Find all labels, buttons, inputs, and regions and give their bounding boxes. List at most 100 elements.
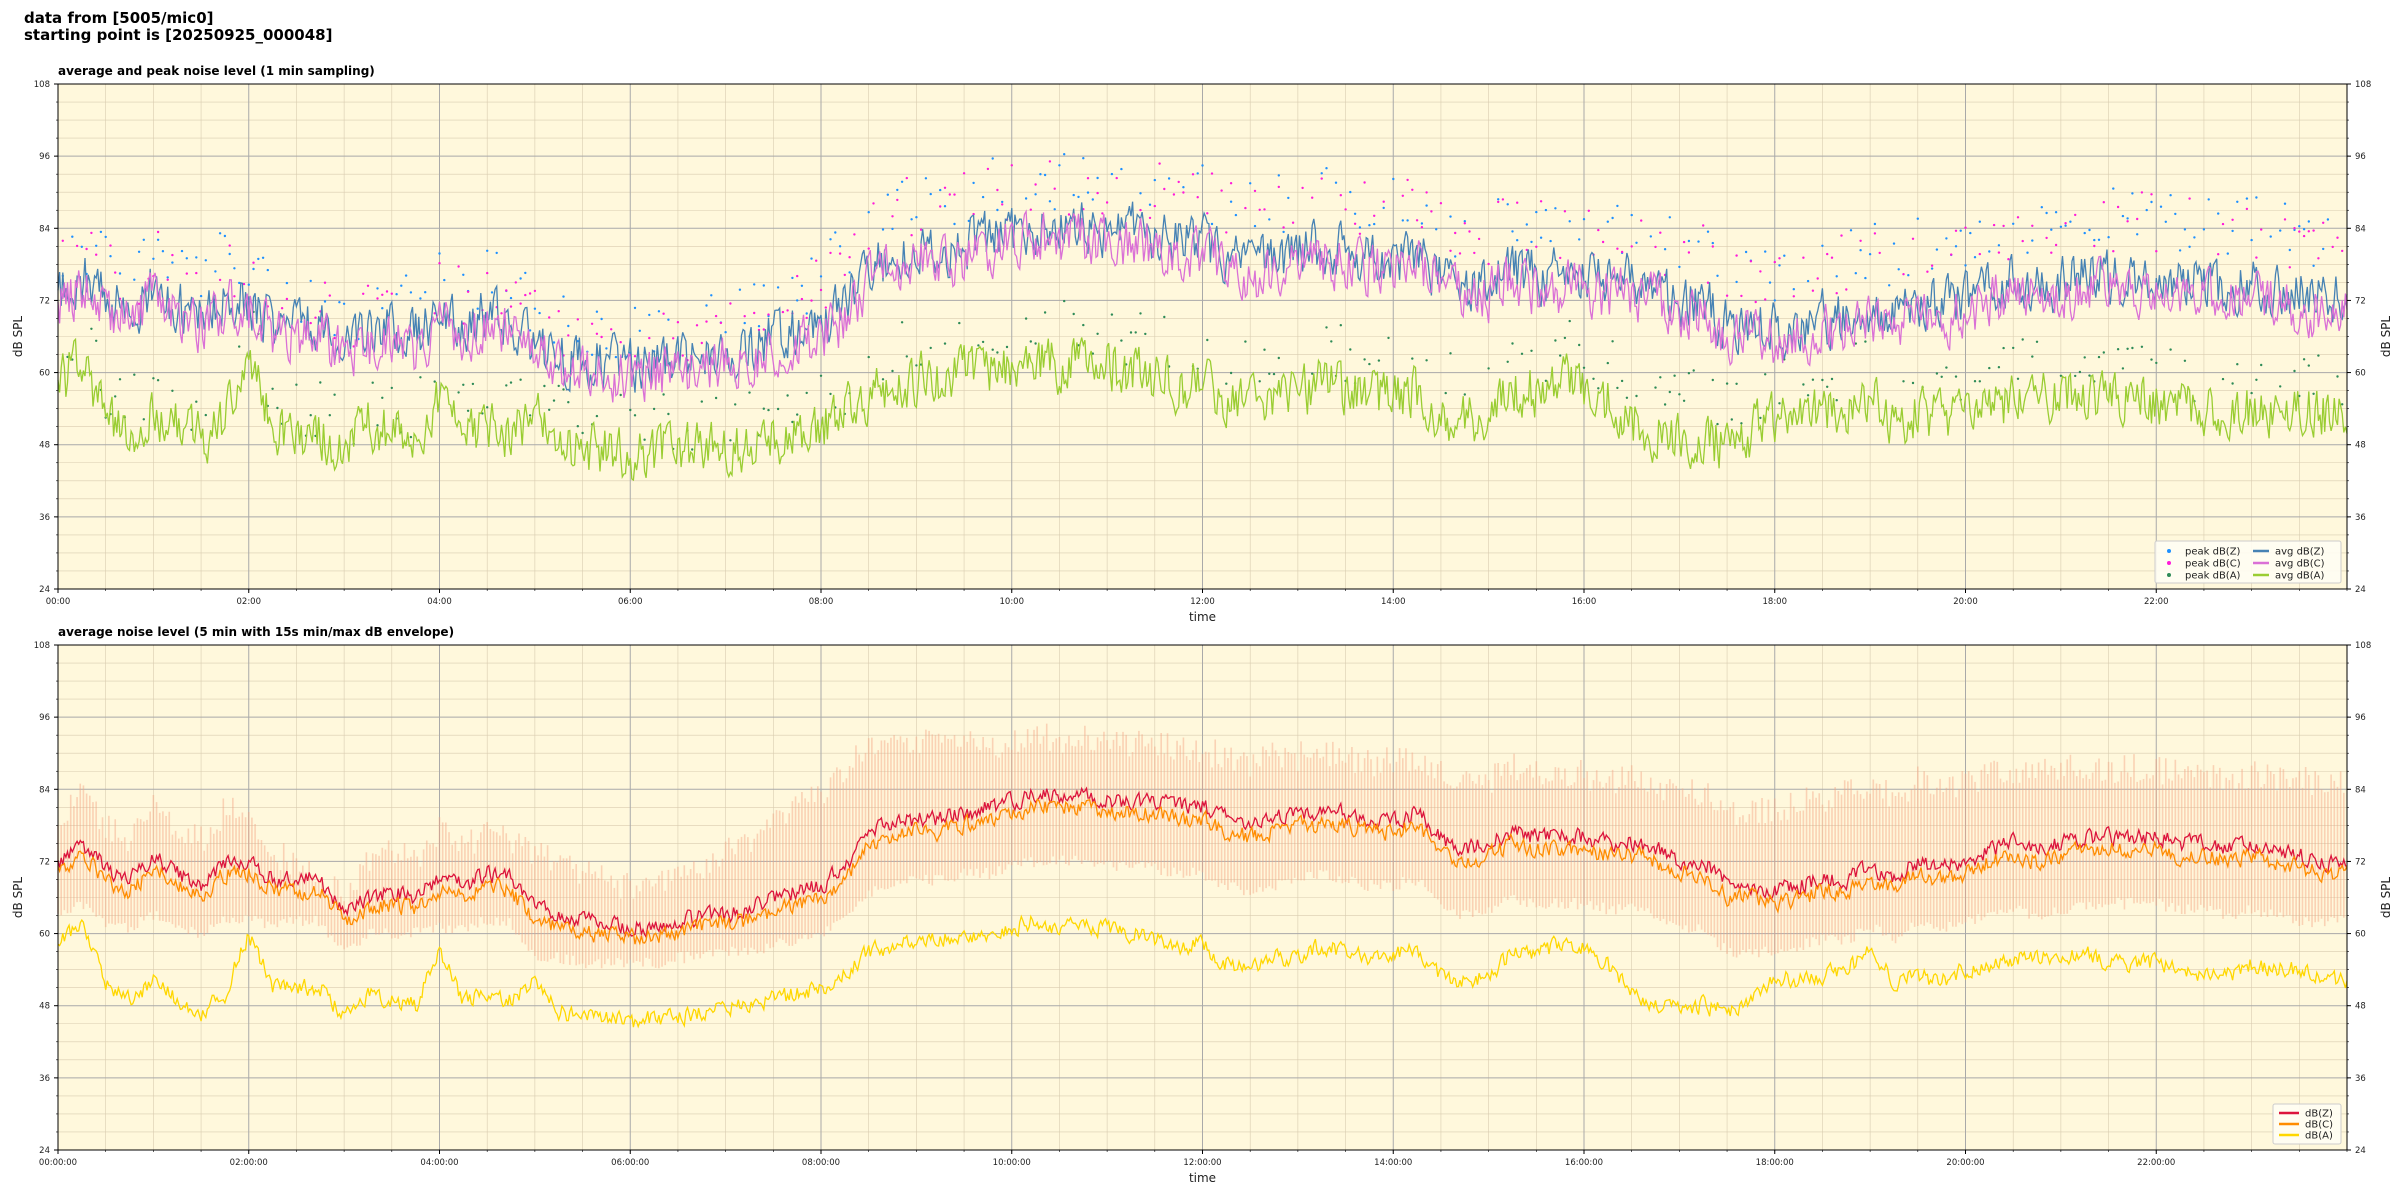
scatter-point — [1945, 366, 1948, 369]
scatter-point — [705, 320, 708, 323]
scatter-point — [333, 333, 336, 337]
scatter-point — [285, 297, 289, 301]
scatter-point — [505, 289, 508, 292]
series-line-db-z- — [57, 786, 2348, 939]
scatter-point — [1835, 292, 1838, 295]
scatter-point — [714, 396, 718, 400]
scatter-point — [2016, 377, 2020, 380]
scatter-point — [2322, 221, 2325, 224]
scatter-point — [180, 249, 184, 253]
scatter-point — [829, 238, 832, 241]
scatter-point — [1167, 177, 1171, 180]
scatter-point — [1516, 239, 1519, 242]
scatter-point — [815, 259, 818, 262]
scatter-point — [1654, 245, 1657, 249]
scatter-point — [514, 281, 517, 284]
scatter-point — [1311, 196, 1314, 199]
scatter-point — [1330, 340, 1333, 343]
scatter-point — [2035, 340, 2039, 343]
scatter-point — [266, 268, 269, 272]
scatter-point — [548, 408, 551, 411]
y-tick-label: 96 — [39, 713, 50, 723]
scatter-point — [2074, 374, 2077, 378]
scatter-point — [1597, 228, 1600, 232]
scatter-point — [996, 208, 999, 212]
scatter-point — [1864, 340, 1867, 343]
scatter-point — [1582, 366, 1586, 369]
series-peak-db-c- — [61, 160, 2344, 369]
scatter-point — [2293, 227, 2296, 230]
scatter-point — [1229, 371, 1233, 375]
scatter-point — [896, 188, 899, 192]
scatter-point — [509, 296, 513, 300]
scatter-point — [891, 227, 894, 231]
scatter-point — [2050, 251, 2053, 254]
scatter-point — [1778, 402, 1781, 405]
chart-legend: peak dB(Z)peak dB(C)peak dB(A)avg dB(Z)a… — [2154, 540, 2342, 584]
scatter-point — [1182, 186, 1185, 189]
scatter-point — [1001, 200, 1004, 204]
scatter-point — [1840, 234, 1843, 237]
scatter-point — [2302, 228, 2306, 231]
scatter-point — [462, 383, 465, 386]
scatter-point — [1234, 213, 1238, 217]
scatter-point — [1411, 357, 1414, 360]
scatter-point — [1096, 332, 1099, 335]
scatter-point — [133, 278, 136, 281]
scatter-point — [1258, 380, 1261, 383]
scatter-point — [2231, 229, 2234, 233]
scatter-point — [1606, 361, 1610, 365]
scatter-point — [1878, 251, 1881, 255]
page-header: data from [5005/mic0] starting point is … — [24, 10, 332, 44]
scatter-point — [557, 384, 560, 388]
y-tick-label: 72 — [39, 857, 50, 867]
scatter-point — [977, 344, 980, 347]
scatter-point — [1525, 223, 1529, 226]
scatter-point — [466, 409, 470, 412]
scatter-point — [195, 400, 198, 403]
scatter-point — [595, 332, 599, 335]
scatter-point — [433, 312, 436, 315]
scatter-point — [1463, 220, 1467, 223]
y-axis-label-right: dB SPL — [2379, 316, 2393, 358]
scatter-point — [2288, 266, 2291, 269]
y-tick-label-right: 84 — [2355, 785, 2366, 795]
scatter-point — [1888, 284, 1891, 287]
scatter-point — [810, 257, 813, 260]
scatter-point — [924, 177, 928, 180]
scatter-point — [2155, 361, 2158, 365]
scatter-point — [1420, 222, 1424, 225]
scatter-point — [1997, 366, 2001, 369]
scatter-point — [1792, 288, 1796, 291]
scatter-point — [486, 249, 489, 252]
scatter-point — [1778, 257, 1781, 260]
scatter-point — [1821, 244, 1824, 247]
scatter-point — [2293, 228, 2296, 232]
scatter-point — [1277, 174, 1281, 177]
scatter-point — [319, 381, 322, 384]
legend-marker — [2167, 561, 2171, 565]
scatter-point — [2040, 206, 2044, 209]
scatter-point — [395, 293, 398, 296]
scatter-point — [1597, 387, 1600, 390]
scatter-point — [1559, 354, 1562, 357]
scatter-point — [939, 205, 942, 208]
scatter-point — [1454, 255, 1457, 258]
scatter-point — [1163, 315, 1166, 319]
scatter-point — [543, 384, 546, 388]
scatter-point — [1225, 231, 1228, 234]
scatter-point — [195, 271, 198, 275]
x-tick-label: 16:00 — [1572, 597, 1597, 607]
scatter-point — [390, 292, 393, 295]
scatter-point — [981, 340, 985, 344]
scatter-point — [2007, 258, 2010, 261]
scatter-point — [362, 292, 365, 295]
scatter-point — [1764, 298, 1767, 301]
scatter-point — [247, 283, 250, 286]
scatter-point — [1005, 345, 1009, 349]
scatter-point — [643, 438, 646, 441]
y-axis-label: dB SPL — [11, 316, 25, 358]
scatter-point — [819, 374, 823, 377]
scatter-point — [562, 388, 565, 391]
scatter-point — [95, 244, 98, 247]
